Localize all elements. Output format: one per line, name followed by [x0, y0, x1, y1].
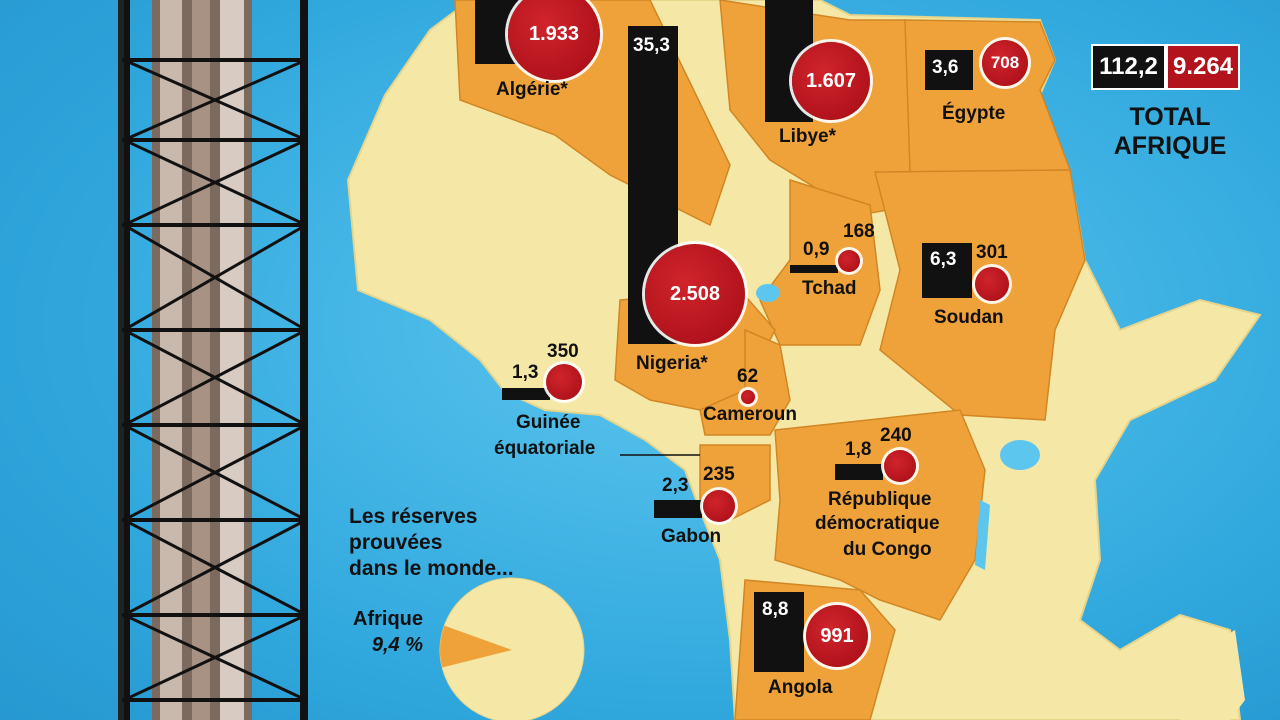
oil-value-nigeria: 35,3	[633, 35, 670, 56]
pie-world-slice	[439, 577, 585, 720]
total-label-line1: TOTAL	[1129, 103, 1211, 131]
oil-bar-rdc	[835, 464, 883, 480]
africa-share-label: Afrique 9,4 %	[353, 606, 423, 658]
country-label-libye: Libye*	[779, 126, 837, 147]
total-label-line2: AFRIQUE	[1113, 132, 1227, 160]
oil-value-soudan: 6,3	[930, 249, 957, 270]
gas-value-nigeria: 2.508	[669, 282, 721, 305]
country-label-tchad: Tchad	[802, 278, 857, 299]
pie-africa-slice	[440, 625, 512, 668]
oil-value-tchad: 0,9	[803, 239, 830, 260]
world-caption-line3: dans le monde...	[349, 557, 514, 580]
country-label-egypte: Égypte	[942, 103, 1006, 124]
country-label-cameroun: Cameroun	[703, 404, 797, 425]
madagascar-landmass	[1180, 630, 1245, 720]
gas-circle-algerie: 1.933	[508, 0, 600, 80]
gas-circle-tchad	[838, 250, 860, 272]
gas-circle-gabon	[703, 490, 735, 522]
oil-value-rdc: 1,8	[845, 439, 872, 460]
oil-bar-gabon	[654, 500, 702, 518]
gas-circle-nigeria: 2.508	[645, 244, 745, 344]
gas-value-libye: 1.607	[805, 69, 857, 92]
congo-drc-region	[774, 409, 986, 621]
country-label-rdc-line1: République	[828, 489, 932, 510]
country-label-nigeria: Nigeria*	[636, 353, 708, 374]
gas-value-guinee: 350	[547, 341, 579, 362]
gas-value-cameroun: 62	[737, 366, 759, 387]
country-label-gabon: Gabon	[661, 526, 722, 547]
lake-tanganyika	[975, 500, 990, 570]
gas-circle-angola: 991	[806, 605, 868, 667]
country-label-soudan: Soudan	[934, 307, 1004, 328]
oil-bar-tchad	[790, 265, 838, 273]
total-oil-value: 112,2	[1091, 44, 1166, 90]
country-label-guinee-line2: équatoriale	[494, 438, 596, 459]
oil-value-gabon: 2,3	[662, 475, 689, 496]
country-label-angola: Angola	[768, 677, 833, 698]
africa-share-name: Afrique	[353, 608, 423, 630]
gas-circle-cameroun	[741, 390, 755, 404]
country-label-algerie: Algérie*	[496, 79, 568, 100]
chad-region	[759, 178, 881, 346]
gas-circle-rdc	[884, 450, 916, 482]
world-caption-line1: Les réserves	[349, 505, 478, 528]
africa-share-percent: 9,4 %	[371, 634, 423, 656]
world-reserves-caption: Les réserves prouvées dans le monde...	[349, 504, 514, 582]
oil-bar-guinee	[502, 388, 550, 400]
world-caption-line2: prouvées	[349, 531, 443, 554]
gas-circle-soudan	[975, 267, 1009, 301]
oil-bar-angola	[754, 592, 804, 672]
gas-value-angola: 991	[820, 624, 854, 647]
oil-bar-soudan	[922, 243, 972, 298]
total-gas-value: 9.264	[1166, 44, 1240, 90]
oil-value-guinee: 1,3	[512, 362, 539, 383]
oil-value-egypte: 3,6	[932, 57, 959, 78]
gas-value-soudan: 301	[976, 242, 1008, 263]
gas-circle-egypte: 708	[982, 40, 1028, 86]
country-label-guinee-line1: Guinée	[516, 412, 581, 433]
lake-chad	[756, 284, 780, 302]
oil-value-angola: 8,8	[762, 599, 789, 620]
gas-value-tchad: 168	[843, 221, 875, 242]
total-label: TOTAL AFRIQUE	[1095, 103, 1245, 161]
gas-value-rdc: 240	[880, 425, 912, 446]
pie-chart	[439, 577, 585, 720]
country-label-rdc-line3: du Congo	[843, 539, 932, 560]
oil-refinery-tower-image	[0, 0, 308, 720]
gas-circle-guinee	[546, 364, 582, 400]
gas-circle-libye: 1.607	[792, 42, 870, 120]
gas-value-algerie: 1.933	[528, 22, 580, 45]
country-label-rdc-line2: démocratique	[815, 513, 940, 534]
oil-bar-egypte	[925, 50, 973, 90]
gas-value-egypte: 708	[990, 53, 1020, 72]
lake-victoria	[1000, 440, 1040, 470]
gas-value-gabon: 235	[703, 464, 735, 485]
cameroun-region	[699, 328, 791, 436]
